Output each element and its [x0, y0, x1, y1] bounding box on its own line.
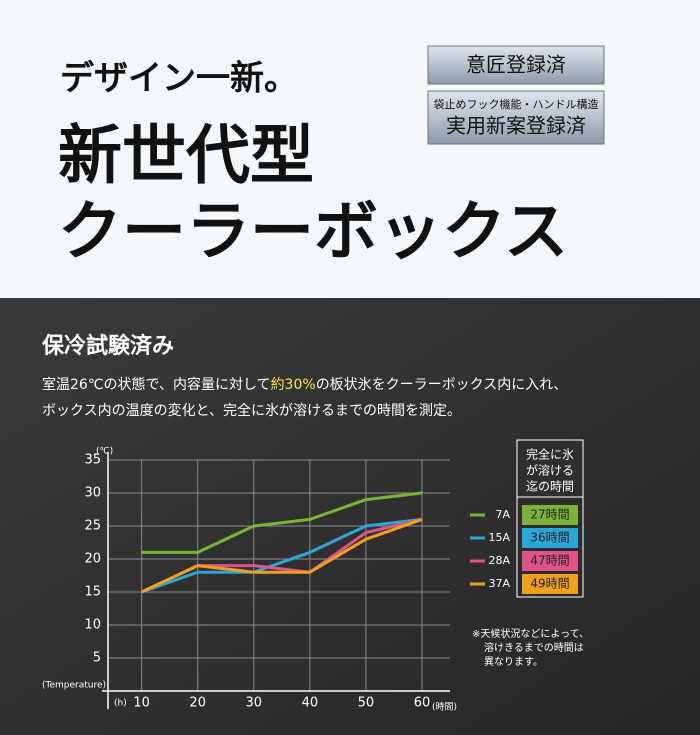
x-tick-label: 20 [189, 696, 206, 711]
x-tick-label: 40 [302, 696, 319, 711]
note: ※天候状況などによって、 [472, 627, 589, 640]
x-tick-label: 30 [245, 696, 262, 711]
series-line [141, 517, 423, 594]
badge [427, 90, 605, 145]
highlight: 約30% [271, 377, 316, 393]
legend-time-box [522, 528, 578, 548]
section-title: 保冷試験済み [41, 333, 174, 359]
legend-title: 迄の時間 [526, 480, 574, 494]
badge-text: 実用新案登録済 [446, 114, 586, 138]
chart: 5 10 15 20 25 30 35 10 20 30 40 50 60 (℃) (Temperature… [42, 439, 589, 713]
y-unit: (℃) [96, 447, 113, 457]
legend-frame [516, 496, 584, 598]
legend-label: 37A [488, 577, 510, 590]
series-line [141, 517, 423, 594]
x-tick-label: 10 [133, 696, 150, 711]
legend-label: 28A [488, 554, 510, 567]
y-label: (Temperature) [42, 681, 106, 691]
y-tick-label: 35 [84, 453, 101, 468]
description: ボックス内の温度の変化と、完全に氷が溶けるまでの時間を測定。 [42, 402, 461, 419]
description-text: 室温26℃の状態で、内容量に対して [42, 376, 271, 393]
description: 室温26℃の状態で、内容量に対して約30%の板状氷をクーラーボックス内に入れ、 [42, 376, 567, 393]
badge-text: 意匠登録済 [466, 53, 566, 77]
legend-time-box [522, 551, 578, 571]
y-tick-label: 10 [84, 618, 101, 633]
y-tick-label: 20 [84, 552, 101, 567]
legend-time-box [522, 505, 578, 525]
legend-time: 27時間 [530, 508, 569, 522]
note: 溶けきるまでの時間は [484, 641, 584, 654]
legend-title: 完全に氷 [526, 447, 574, 462]
legend-time: 47時間 [530, 554, 569, 568]
tagline: デザイン一新。 [60, 59, 298, 99]
legend-label: 7A [495, 508, 510, 521]
y-tick-label: 30 [84, 486, 101, 501]
y-tick-label: 25 [84, 519, 101, 534]
x-unit: (h) [114, 699, 127, 709]
section-bg [0, 298, 700, 735]
x-tick-label: 60 [414, 696, 431, 711]
legend-time-box [522, 574, 578, 594]
legend-time: 36時間 [530, 531, 569, 545]
series-line [141, 491, 423, 554]
y-tick-label: 5 [93, 651, 101, 666]
legend-title: が溶ける [526, 463, 574, 478]
badge [427, 45, 605, 85]
description-text: の板状氷をクーラーボックス内に入れ、 [316, 377, 568, 393]
legend-label: 15A [488, 531, 510, 544]
note: 異なります。 [484, 656, 543, 668]
y-tick-label: 15 [84, 585, 101, 600]
title: クーラーボックス [58, 196, 568, 270]
title: 新世代型 [58, 120, 314, 194]
x-tick-label: 50 [358, 696, 375, 711]
legend-time: 49時間 [530, 577, 569, 591]
badge-small-text: 袋止めフック機能・ハンドル構造 [434, 97, 599, 111]
x-label: (時間) [432, 702, 457, 713]
